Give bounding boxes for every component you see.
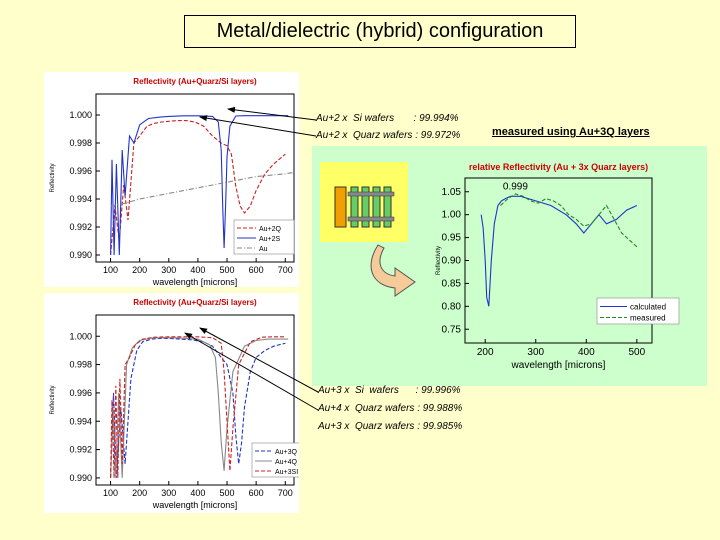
series-line-calculated <box>480 195 638 307</box>
x-tick-label: 100 <box>103 488 118 498</box>
legend-label: Au+3SI <box>275 469 298 476</box>
x-axis-label: wavelength [microns] <box>152 500 238 510</box>
chart-title: Reflectivity (Au+Quarz/Si layers) <box>133 298 257 307</box>
annotation-au-3si: Au+3 x Si wafers : 99.996% <box>318 385 461 396</box>
legend-label: Au+2S <box>259 236 281 243</box>
legend-label: Au+2Q <box>259 226 282 233</box>
y-tick-label: 0.992 <box>69 445 92 455</box>
y-tick-label: 0.992 <box>69 222 92 232</box>
x-tick-label: 700 <box>278 488 293 498</box>
y-tick-label: 1.00 <box>442 210 462 221</box>
y-axis-label: Reflectivity <box>50 163 56 192</box>
arrow-4q <box>184 332 319 411</box>
top-chart-svg: Reflectivity (Au+Quarz/Si layers) 0.990 0.… <box>50 77 295 287</box>
x-tick-label: 500 <box>220 488 235 498</box>
y-tick-label: 0.996 <box>69 166 92 176</box>
layer-schematic <box>320 162 408 242</box>
series-group <box>480 193 638 307</box>
y-tick-label: 0.990 <box>69 250 92 260</box>
spacer-bar <box>347 191 395 197</box>
top-reflectivity-chart: Reflectivity (Au+Quarz/Si layers) 0.990 0.… <box>44 72 299 287</box>
y-tick-label: 0.990 <box>69 473 92 483</box>
chart-title: relative Reflectivity (Au + 3x Quarz lay… <box>469 162 648 172</box>
y-tick-label: 0.80 <box>442 301 462 312</box>
x-tick-label: 200 <box>477 347 494 358</box>
y-axis-label: Reflectivity <box>436 246 442 275</box>
legend-label: Au <box>259 246 268 253</box>
y-tick-label: 0.90 <box>442 256 462 267</box>
quartz-layer <box>383 186 392 228</box>
legend-label: Au+3Q <box>275 449 298 456</box>
y-axis-label: Reflectivity <box>50 385 56 414</box>
y-tick-label: 0.85 <box>442 278 462 289</box>
legend-box <box>596 297 680 325</box>
slide-title: Metal/dielectric (hybrid) configuration <box>184 15 576 48</box>
x-tick-label: 700 <box>278 265 293 275</box>
annotation-au-2quarz: Au+2 x Quarz wafers : 99.972% <box>316 130 461 141</box>
x-tick-label: 400 <box>190 488 205 498</box>
x-axis-label: wavelength [microns] <box>511 360 606 371</box>
y-tick-label: 0.75 <box>442 324 462 335</box>
y-tick-label: 1.000 <box>69 110 92 120</box>
annotation-au-3quarz: Au+3 x Quarz wafers : 99.985% <box>318 421 463 432</box>
legend-label: Au+4Q <box>275 459 298 466</box>
arrow-quarz <box>199 115 317 137</box>
x-axis-label: wavelength [microns] <box>152 277 238 287</box>
series-line-measured <box>500 193 638 248</box>
relative-chart-svg: relative Reflectivity (Au + 3x Quarz lay… <box>436 162 680 371</box>
x-tick-label: 100 <box>103 265 118 275</box>
measured-note: measured using Au+3Q layers <box>492 126 650 138</box>
x-tick-label: 400 <box>190 265 205 275</box>
gold-layer <box>334 186 347 228</box>
y-tick-label: 0.996 <box>69 388 92 398</box>
x-tick-label: 300 <box>161 265 176 275</box>
y-tick-label: 0.994 <box>69 416 92 426</box>
y-tick-label: 1.05 <box>442 187 462 198</box>
arrow-3si <box>199 327 319 393</box>
legend-label: measured <box>630 314 666 323</box>
chart-title: Reflectivity (Au+Quarz/Si layers) <box>133 77 257 86</box>
legend-label: calculated <box>630 303 666 312</box>
series-line-au-4q <box>110 337 289 478</box>
arrow-si <box>227 106 317 121</box>
quartz-layer <box>372 186 381 228</box>
chart-annotation: 0.999 <box>503 181 528 192</box>
quartz-layer <box>350 186 359 228</box>
y-tick-label: 0.95 <box>442 233 462 244</box>
curved-arrow-icon <box>370 244 416 297</box>
bottom-reflectivity-chart: Reflectivity (Au+Quarz/Si layers) 0.990 0.… <box>44 293 301 513</box>
x-tick-label: 600 <box>249 488 264 498</box>
x-tick-label: 300 <box>527 347 544 358</box>
series-line-au-2q <box>110 120 286 256</box>
annotation-au-2si: Au+2 x Si wafers : 99.994% <box>316 113 459 124</box>
y-tick-label: 0.994 <box>69 194 92 204</box>
series-line-au-3si <box>110 336 286 478</box>
legend-box <box>251 442 301 478</box>
annotation-au-4quarz: Au+4 x Quarz wafers : 99.988% <box>318 403 463 414</box>
plot-frame <box>95 93 295 263</box>
series-line-au-3q <box>110 337 286 478</box>
spacer-bar <box>347 216 395 222</box>
x-tick-label: 600 <box>249 265 264 275</box>
x-tick-label: 300 <box>161 488 176 498</box>
plot-frame <box>95 314 295 486</box>
x-tick-label: 200 <box>132 488 147 498</box>
y-tick-label: 0.998 <box>69 360 92 370</box>
series-line-au <box>110 171 294 207</box>
x-tick-label: 400 <box>578 347 595 358</box>
layer-schematic-drawing <box>334 186 395 228</box>
series-group <box>110 336 289 478</box>
bottom-chart-svg: Reflectivity (Au+Quarz/Si layers) 0.990 0.… <box>50 298 301 510</box>
x-tick-label: 500 <box>628 347 645 358</box>
y-tick-label: 0.998 <box>69 138 92 148</box>
x-tick-label: 500 <box>220 265 235 275</box>
quartz-layer <box>361 186 370 228</box>
x-tick-label: 200 <box>132 265 147 275</box>
y-tick-label: 1.000 <box>69 331 92 341</box>
